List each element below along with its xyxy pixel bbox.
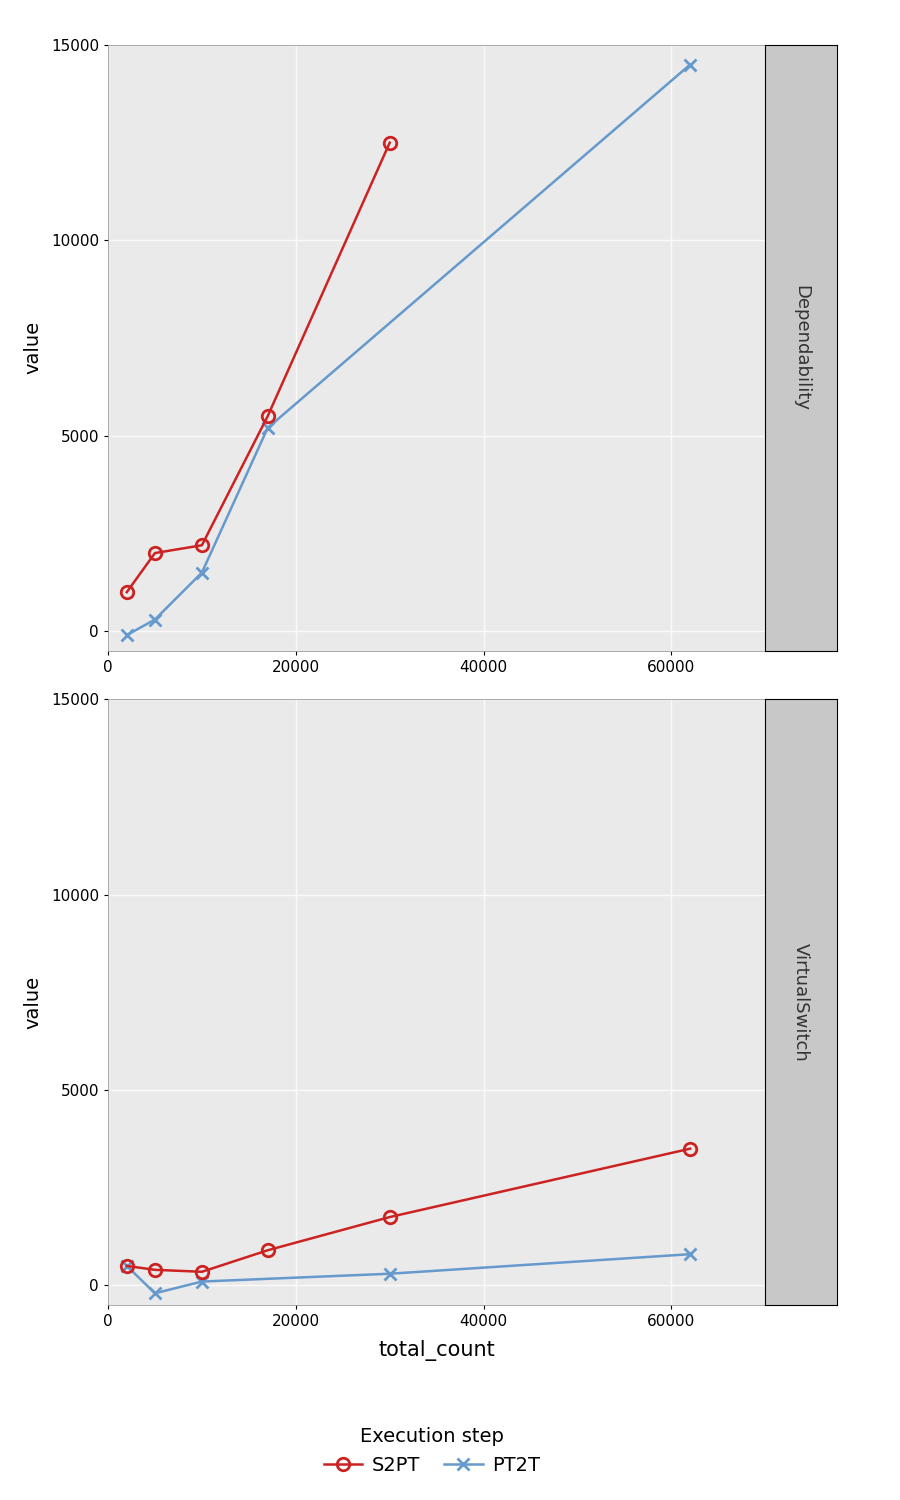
Text: Dependability: Dependability xyxy=(792,285,810,411)
Legend: S2PT, PT2T: S2PT, PT2T xyxy=(316,1419,548,1484)
Y-axis label: value: value xyxy=(23,975,42,1029)
Text: VirtualSwitch: VirtualSwitch xyxy=(792,942,810,1062)
Y-axis label: value: value xyxy=(23,321,42,375)
X-axis label: total_count: total_count xyxy=(378,1340,495,1360)
